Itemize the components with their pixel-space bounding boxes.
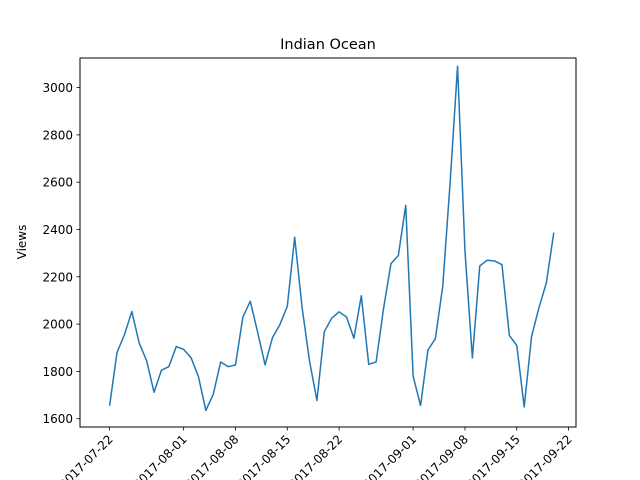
x-tick-label: 2017-08-01 [131, 432, 190, 480]
x-axis: 2017-07-22 2017-08-012017-08-082017-08-15… [57, 427, 575, 480]
y-tick-label: 1600 [42, 412, 73, 426]
y-axis-label: Views [15, 225, 29, 260]
x-tick-label: 2017-08-15 [234, 432, 293, 480]
y-tick-label: 1800 [42, 365, 73, 379]
plot-frame [79, 57, 577, 428]
x-tick-label: 2017-09-01 [360, 432, 419, 480]
x-tick-label: 2017-09-15 [464, 432, 523, 480]
plot-area [80, 58, 576, 427]
x-tick-label: 2017-08-08 [182, 432, 241, 480]
series-line [108, 65, 555, 412]
x-tick-label: 2017-07-22 [57, 432, 116, 480]
x-tick-label: 2017-09-08 [412, 432, 471, 480]
y-tick-label: 3000 [42, 81, 73, 95]
y-axis: 1600 1800 2000 2200 2400 2600 2800 3000 [42, 81, 80, 426]
series-layer [108, 65, 555, 412]
y-tick-label: 2600 [42, 176, 73, 190]
y-tick-label: 2200 [42, 270, 73, 284]
y-tick-label: 2800 [42, 128, 73, 142]
y-tick-label: 2400 [42, 223, 73, 237]
chart-title: Indian Ocean [280, 37, 376, 53]
x-tick-label: 2017-09-22 [515, 432, 574, 480]
x-tick-label: 2017-08-22 [286, 432, 345, 480]
y-tick-label: 2000 [42, 318, 73, 332]
